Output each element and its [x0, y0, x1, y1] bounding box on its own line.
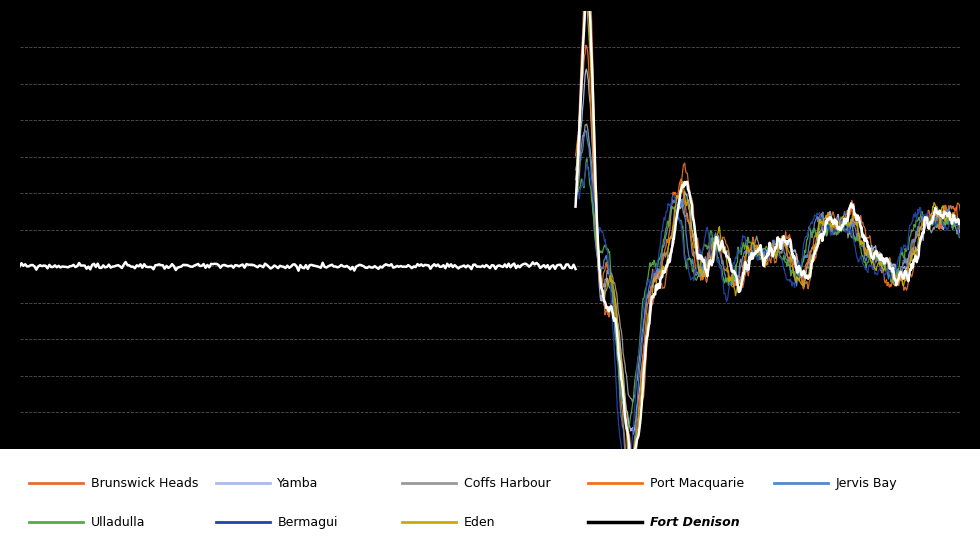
Text: Coffs Harbour: Coffs Harbour	[464, 476, 550, 490]
Text: Bermagui: Bermagui	[277, 516, 338, 529]
Text: Brunswick Heads: Brunswick Heads	[91, 476, 199, 490]
Text: Port Macquarie: Port Macquarie	[650, 476, 744, 490]
Text: Yamba: Yamba	[277, 476, 318, 490]
Text: Fort Denison: Fort Denison	[650, 516, 739, 529]
Text: Jervis Bay: Jervis Bay	[836, 476, 898, 490]
Text: Ulladulla: Ulladulla	[91, 516, 146, 529]
Text: Eden: Eden	[464, 516, 495, 529]
